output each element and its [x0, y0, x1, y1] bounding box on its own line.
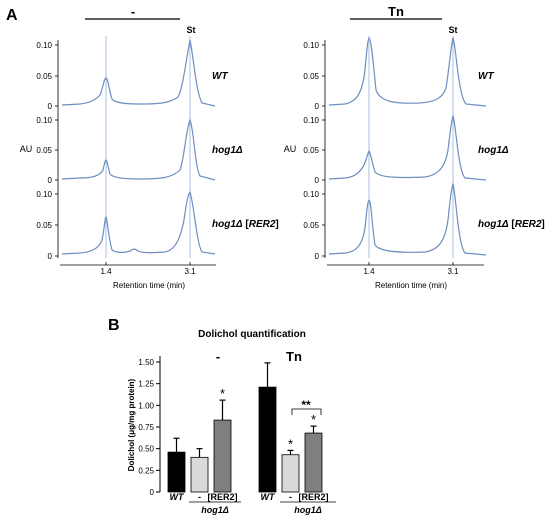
chart-title: Dolichol quantification: [198, 329, 306, 340]
bar-condition-label: Tn: [286, 349, 302, 364]
genotype-main: WT: [478, 71, 494, 82]
genotype-labels-right: WT hog1Δ hog1Δ [RER2]: [478, 71, 545, 230]
x-axis-title: Retention time (min): [375, 281, 447, 290]
y-tick-label: 0: [315, 176, 320, 185]
y-tick-label: 0: [48, 252, 53, 261]
y-tick-label: 0: [315, 102, 320, 111]
bar: [213, 419, 232, 493]
bar-x-label: -: [289, 492, 292, 502]
bar-condition-label: -: [216, 349, 220, 364]
y-tick-label: 0: [315, 252, 320, 261]
bar-x-label: -: [198, 492, 201, 502]
y-tick-label: 0.10: [36, 116, 52, 125]
genotype-main: WT: [212, 71, 228, 82]
x-axis-title: Retention time (min): [113, 281, 185, 290]
y-tick-label: 0.05: [303, 221, 319, 230]
bar-y-tick-label: 0.50: [138, 445, 154, 454]
y-tick-label: 0.10: [303, 190, 319, 199]
significance-star: *: [288, 436, 293, 451]
genotype-main: hog1Δ: [478, 145, 509, 156]
bar-x-label: WT: [170, 492, 185, 502]
genotype-label: hog1Δ: [478, 145, 509, 156]
chromatogram-trace: [328, 182, 487, 256]
genotype-main: hog1Δ: [212, 219, 243, 230]
chromatogram-x-axis-right: 1.4 3.1 Retention time (min): [327, 262, 484, 290]
bar: [281, 454, 300, 493]
genotype-labels-left: WT hog1Δ hog1Δ [RER2]: [212, 71, 279, 230]
genotype-extra: RER2: [515, 219, 542, 230]
y-tick-label: 0.05: [36, 146, 52, 155]
genotype-label: WT: [478, 71, 494, 82]
bar: [304, 432, 323, 493]
significance-bracket: **: [291, 398, 322, 415]
bar-series: ***: [167, 362, 323, 493]
chromatogram-trace: [328, 114, 487, 181]
genotype-label: hog1Δ [RER2]: [212, 219, 279, 230]
y-tick-label: 0.10: [303, 116, 319, 125]
chromatogram-trace: [61, 190, 216, 255]
bar-x-label: [RER2]: [207, 492, 237, 502]
bar-y-tick-label: 1.50: [138, 358, 154, 367]
panel-b-label: B: [108, 317, 120, 334]
y-tick-label: 0.05: [36, 72, 52, 81]
x-tick-label: 1.4: [100, 267, 112, 276]
y-axis-title-au: AU: [20, 144, 33, 154]
genotype-label: hog1Δ [RER2]: [478, 219, 545, 230]
bar-y-tick-label: 0.75: [138, 423, 154, 432]
x-tick-label: 3.1: [447, 267, 459, 276]
y-tick-label: 0.10: [303, 41, 319, 50]
standard-label-left: St: [187, 25, 196, 35]
chromatogram-trace: [61, 118, 216, 181]
significance-star: *: [311, 412, 316, 427]
genotype-label: WT: [212, 71, 228, 82]
group-label-right: hog1Δ: [294, 505, 322, 515]
bar-y-axis-title: Dolichol (μg/mg protein): [127, 378, 136, 471]
chromatogram-traces-left: [61, 39, 216, 255]
chromatogram-y-axis-right: 0.10 0.05 0 0.10 0.05 0 0.10 0.05 0: [303, 40, 326, 261]
bar-x-label: WT: [261, 492, 276, 502]
condition-label-right: Tn: [388, 4, 404, 19]
y-tick-label: 0: [48, 102, 53, 111]
y-tick-label: 0: [48, 176, 53, 185]
genotype-label: hog1Δ: [212, 145, 243, 156]
y-tick-label: 0.05: [36, 221, 52, 230]
y-tick-label: 0.10: [36, 41, 52, 50]
bar-y-tick-label: 1.00: [138, 401, 154, 410]
bar-y-tick-label: 0.25: [138, 466, 154, 475]
bar-y-tick-label: 0: [150, 488, 155, 497]
standard-label-right: St: [449, 25, 458, 35]
bar: [190, 456, 209, 493]
chromatogram-trace: [61, 39, 216, 107]
group-label-left: hog1Δ: [201, 505, 229, 515]
y-tick-label: 0.05: [303, 146, 319, 155]
bar-x-label: [RER2]: [298, 492, 328, 502]
panel-a-label: A: [6, 7, 18, 24]
chromatogram-x-axis-left: 1.4 3.1 Retention time (min): [60, 262, 216, 290]
bar-y-axis: 0 0.25 0.50 0.75 1.00 1.25 1.50: [138, 356, 161, 497]
bar: [258, 386, 277, 493]
y-axis-title-au: AU: [284, 144, 297, 154]
chromatogram-traces-right: [328, 36, 487, 256]
genotype-main: hog1Δ: [212, 145, 243, 156]
bracket-sig: **: [301, 398, 311, 412]
y-tick-label: 0.10: [36, 190, 52, 199]
significance-star: *: [220, 386, 225, 401]
chromatogram-trace: [328, 36, 487, 107]
genotype-extra: RER2: [249, 219, 276, 230]
y-tick-label: 0.05: [303, 72, 319, 81]
bar-y-tick-label: 1.25: [138, 380, 154, 389]
condition-label-left: -: [131, 4, 135, 19]
chromatogram-y-axis-left: 0.10 0.05 0 0.10 0.05 0 0.10 0.05 0: [36, 40, 59, 261]
bar-x-labels: WT - [RER2] WT - [RER2]: [170, 492, 329, 502]
x-tick-label: 1.4: [363, 267, 375, 276]
guide-lines: [105, 36, 454, 258]
bracket-line: [291, 408, 322, 415]
x-tick-label: 3.1: [184, 267, 196, 276]
bar: [167, 451, 186, 493]
genotype-main: hog1Δ: [478, 219, 509, 230]
